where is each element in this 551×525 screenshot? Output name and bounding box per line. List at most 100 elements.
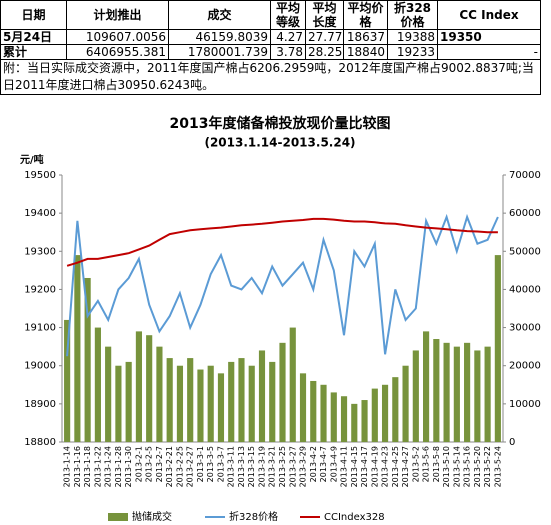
y-tick-label: 18900	[24, 399, 56, 410]
x-tick-label: 2013-4-27	[401, 446, 410, 487]
bar	[402, 365, 409, 442]
x-tick-label: 2013-4-25	[391, 446, 400, 487]
x-tick-label: 2013-3-11	[227, 446, 236, 487]
bar	[299, 373, 307, 442]
line-series	[66, 213, 499, 357]
bar	[74, 255, 81, 442]
x-tick-label: 2013-2-25	[175, 446, 184, 487]
x-tick-label: 2013-3-5	[206, 446, 215, 482]
bar	[351, 403, 358, 442]
bar	[443, 342, 450, 442]
legend-label: 折328价格	[229, 510, 278, 523]
chart-title: 2013年度储备棉投放现价量比较图	[170, 115, 391, 132]
header-cell: 平均价格	[343, 0, 388, 30]
x-tick-label: 2013-4-19	[370, 446, 379, 487]
y-tick-label: 19200	[24, 284, 56, 295]
bar	[176, 365, 184, 442]
bar	[125, 361, 132, 442]
bar	[320, 384, 327, 442]
bar	[217, 373, 225, 442]
x-tick-label: 2013-4-2	[309, 446, 318, 482]
x-tick-label: 2013-5-14	[452, 446, 461, 487]
x-tick-label: 2013-5-2	[411, 446, 420, 482]
x-tick-label: 2013-1-18	[83, 446, 92, 487]
header-cell: CC Index	[437, 0, 541, 30]
note-row: 附：当日实际成交资源中，2011年度国产棉占6206.2959吨，2012年度国…	[0, 59, 541, 95]
x-tick-label: 2013-5-22	[483, 446, 492, 487]
row: 累计 6406955.381 1780001.739 3.78 28.25 18840 19…	[0, 44, 541, 60]
x-tick-label: 2013-3-7	[216, 446, 225, 482]
x-tick-label: 2013-2-27	[186, 446, 195, 487]
cell: 28.25	[305, 44, 344, 60]
bar	[187, 358, 194, 442]
bar	[207, 365, 214, 442]
cell: 累计	[0, 44, 67, 60]
bar	[228, 361, 235, 442]
x-tick-label: 2013-3-21	[268, 446, 277, 487]
x-tick-label: 2013-3-13	[237, 446, 246, 487]
y-tick-label: 19500	[24, 170, 56, 181]
x-tick-label: 2013-3-19	[257, 446, 266, 487]
bar	[289, 327, 296, 442]
y2-tick-label: 50000	[509, 246, 541, 257]
y-tick-label: 19000	[24, 361, 56, 372]
bar	[279, 342, 286, 442]
chart-subtitle: (2013.1.14-2013.5.24)	[204, 136, 355, 150]
bar	[146, 335, 153, 442]
bar	[474, 350, 481, 442]
x-tick-label: 2013-5-20	[473, 446, 482, 487]
x-tick-label: 2013-5-8	[432, 446, 441, 482]
x-tick-label: 2013-4-17	[360, 446, 369, 487]
bar	[64, 319, 71, 442]
x-tick-label: 2013-3-15	[247, 446, 256, 487]
y2-tick-label: 60000	[509, 208, 541, 219]
cell: 1780001.739	[168, 44, 271, 60]
bar	[371, 388, 378, 442]
bar	[412, 350, 419, 442]
x-tick-label: 2013-1-14	[63, 446, 72, 487]
x-tick-label: 2013-1-28	[114, 446, 123, 487]
x-tick-label: 2013-4-9	[329, 446, 338, 482]
bar	[115, 365, 122, 442]
y-tick-label: 19100	[24, 323, 56, 334]
bar	[258, 350, 266, 442]
x-tick-label: 2013-4-11	[340, 446, 349, 487]
bar	[310, 380, 317, 442]
x-tick-label: 2013-3-25	[278, 446, 287, 487]
y2-tick-label: 10000	[509, 399, 541, 410]
x-tick-label: 2013-1-22	[93, 446, 102, 487]
bar	[433, 339, 440, 442]
x-tick-label: 2013-3-27	[288, 446, 297, 487]
bar	[330, 392, 337, 442]
x-tick-label: 2013-5-16	[463, 446, 472, 487]
bar	[381, 384, 389, 442]
bar	[197, 369, 204, 442]
bar	[423, 331, 430, 442]
x-tick-label: 2013-4-15	[350, 446, 359, 487]
summary-table: 日期 计划推出 成交 平均等级 平均长度 平均价格 折328价格 CC Index 5月24日…	[0, 0, 541, 95]
bar	[248, 365, 255, 442]
bar	[269, 361, 276, 442]
x-tick-label: 2013-3-1	[196, 446, 205, 482]
x-tick-label: 2013-1-30	[124, 446, 133, 487]
x-tick-label: 2013-4-23	[381, 446, 390, 487]
bar	[484, 346, 491, 442]
line-series	[66, 217, 498, 267]
y-tick-label: 19300	[24, 246, 56, 257]
legend-label: CCIndex328	[324, 512, 385, 523]
y2-tick-label: 20000	[509, 361, 541, 372]
x-tick-label: 2013-2-21	[165, 446, 174, 487]
x-tick-label: 2013-4-7	[319, 446, 328, 482]
x-tick-label: 2013-2-7	[155, 446, 164, 482]
header-cell: 日期	[0, 0, 67, 30]
bar	[94, 327, 101, 442]
y2-tick-label: 70000	[509, 170, 541, 181]
bar	[84, 277, 91, 442]
cell: 18840	[343, 44, 388, 60]
y-tick-label: 19400	[24, 208, 56, 219]
x-tick-label: 2013-2-1	[134, 446, 143, 482]
bar	[135, 331, 142, 442]
bar	[105, 346, 112, 442]
